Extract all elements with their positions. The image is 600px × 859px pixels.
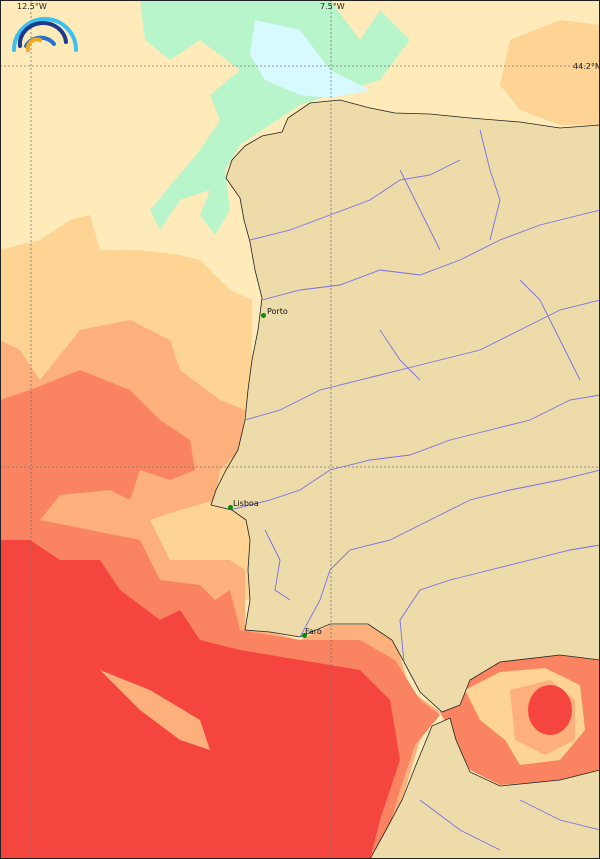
city-label-porto: Porto — [267, 307, 288, 316]
sea-med-hot-eddy — [528, 685, 572, 735]
city-marker-faro[interactable] — [302, 633, 307, 638]
city-marker-porto[interactable] — [261, 313, 266, 318]
city-label-lisboa: Lisboa — [233, 499, 259, 508]
city-marker-lisboa[interactable] — [228, 505, 233, 510]
land-africa — [369, 717, 600, 859]
sea-coldest-area — [250, 20, 370, 98]
rainbow-arcs-logo — [12, 17, 78, 52]
lon-label-12-5w: 12.5°W — [17, 2, 47, 11]
sea-warm-streak — [100, 670, 210, 750]
sea-mild-area-ne — [500, 20, 600, 125]
sea-hot-area — [0, 540, 400, 859]
sea-cold-area — [140, 0, 410, 235]
rivers — [229, 129, 600, 851]
city-label-faro: Faro — [305, 627, 322, 636]
land-iberia — [210, 99, 600, 713]
lat-label-44-2n: 44.2°N — [573, 62, 600, 71]
lon-label-7-5w: 7.5°W — [320, 2, 345, 11]
